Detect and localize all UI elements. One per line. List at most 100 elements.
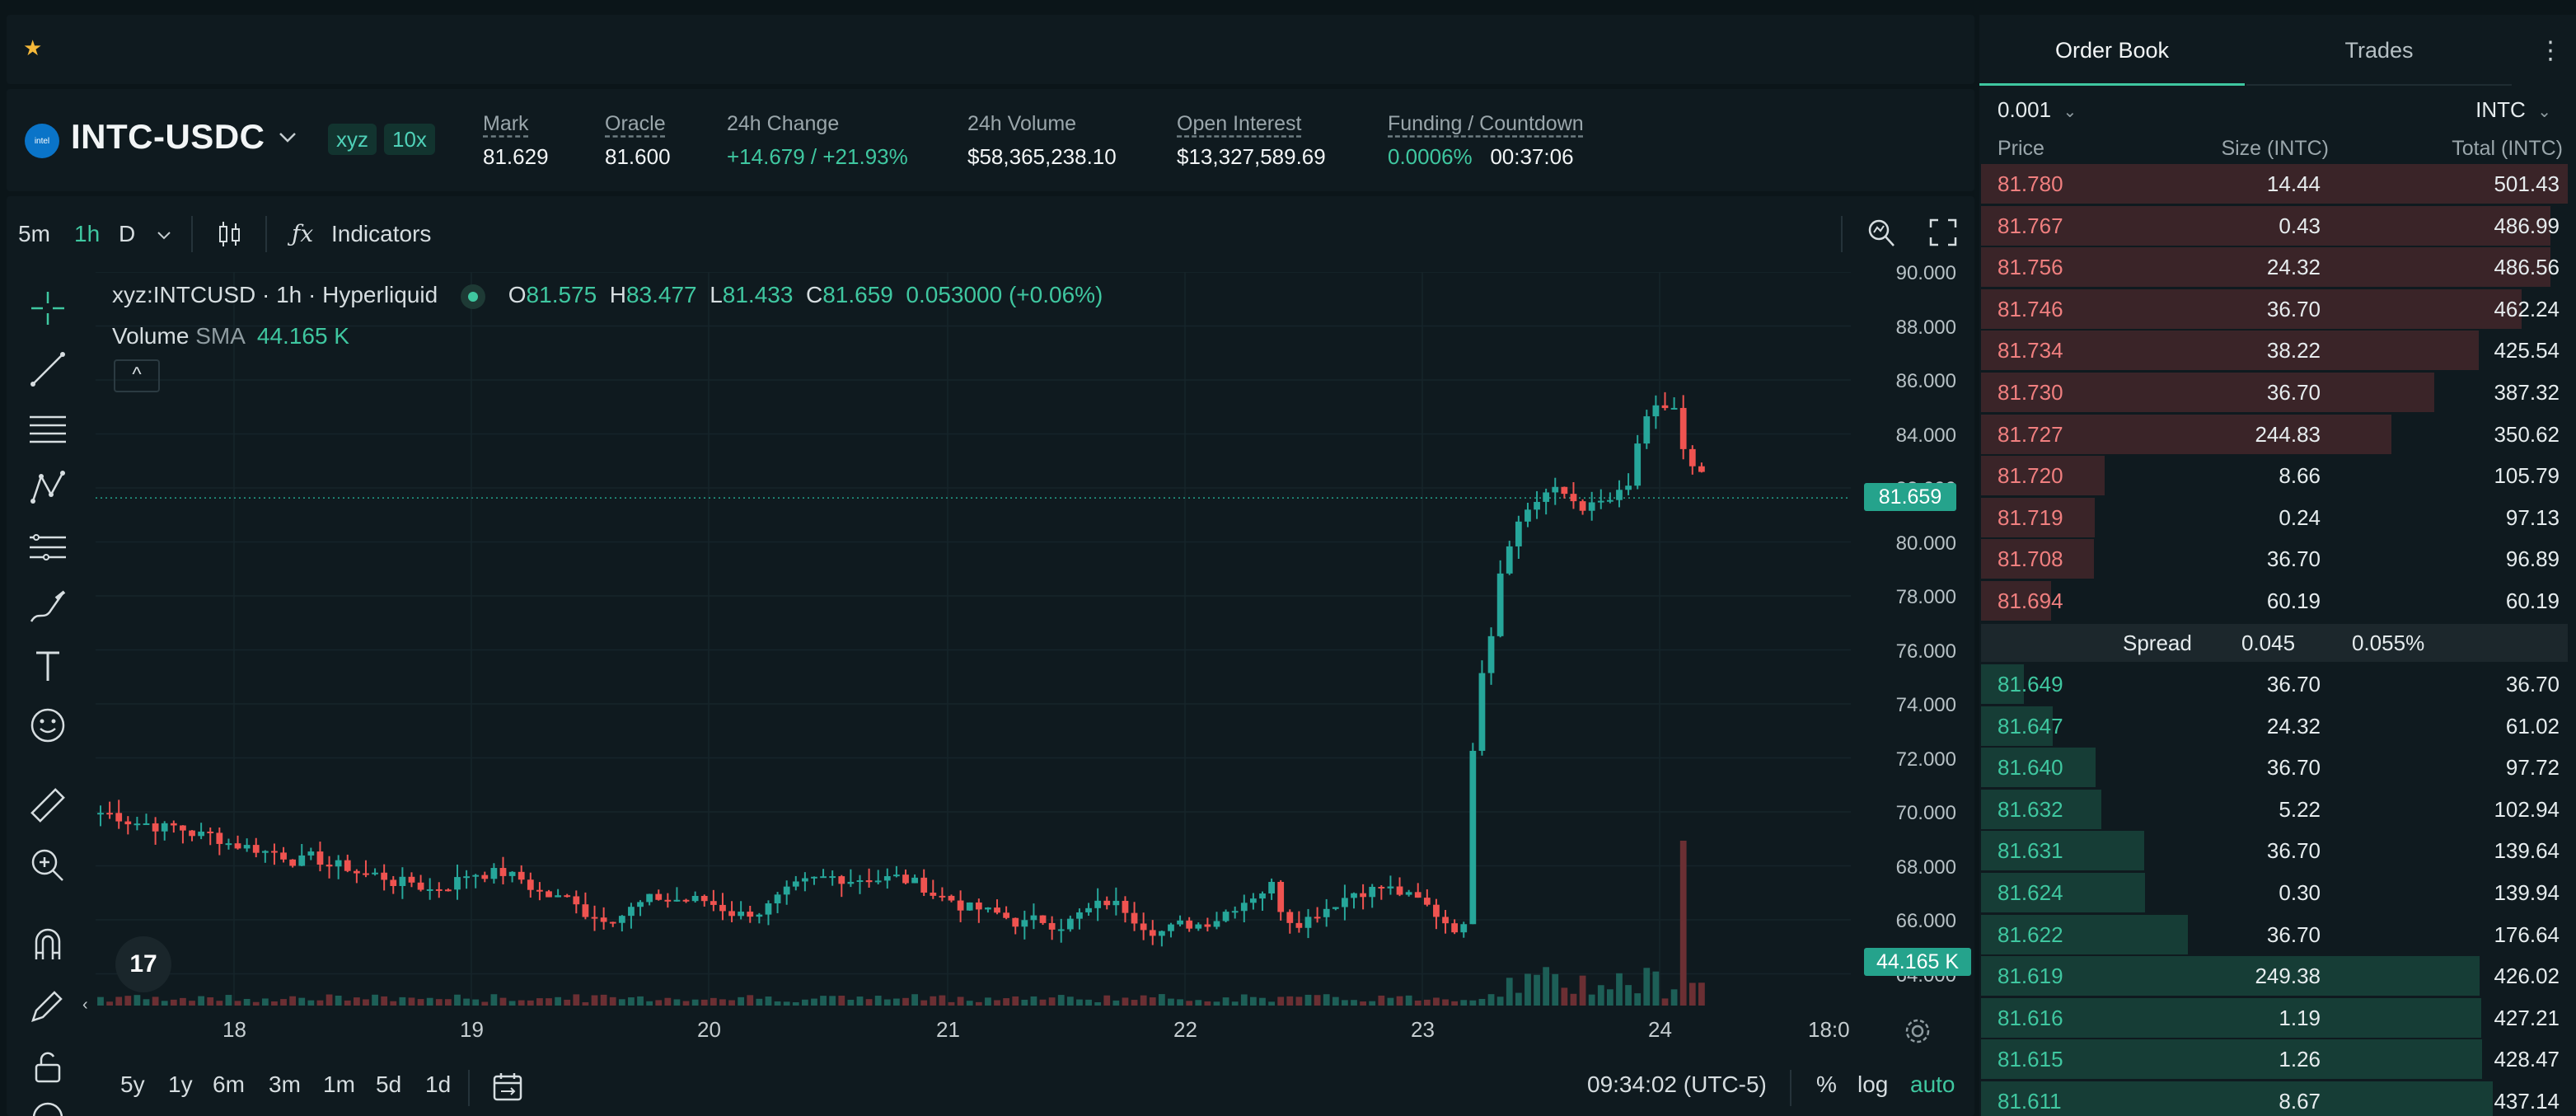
eye-icon[interactable] [26, 1096, 69, 1116]
volume-bar [252, 1001, 260, 1006]
zoom-chart-icon[interactable] [1866, 216, 1897, 249]
zoom-in-icon[interactable] [26, 844, 69, 887]
chevron-down-icon[interactable] [275, 125, 300, 150]
pair-title[interactable]: INTC-USDC [71, 117, 265, 156]
text-tool-icon[interactable] [26, 645, 69, 687]
ask-row[interactable]: 81.767 0.43 486.99 [1981, 205, 2568, 247]
fullscreen-icon[interactable] [1928, 218, 1958, 247]
price-chart[interactable] [96, 272, 1851, 1006]
candle [811, 876, 817, 879]
brush-icon[interactable] [26, 585, 69, 628]
log-scale-toggle[interactable]: log [1857, 1071, 1889, 1097]
volume-bar [152, 996, 159, 1006]
interval-1h[interactable]: 1h [74, 221, 101, 246]
order-price: 81.720 [1998, 463, 2063, 489]
interval-d[interactable]: D [119, 221, 136, 246]
time-axis[interactable]: 18 19 20 21 22 23 24 18:0 [96, 1006, 1851, 1055]
ruler-icon[interactable] [26, 785, 69, 828]
stat-funding: Funding / Countdown 0.0006% 00:37:06 [1388, 112, 1584, 170]
ask-row[interactable]: 81.730 36.70 387.32 [1981, 373, 2568, 414]
range-6m[interactable]: 6m [213, 1071, 245, 1097]
stat-label[interactable]: Oracle [605, 112, 666, 135]
header-total: Total (INTC) [2452, 137, 2563, 160]
bid-row[interactable]: 81.616 1.19 427.21 [1981, 997, 2568, 1039]
tick-size-select[interactable]: 0.001 ⌄ [1998, 97, 2077, 123]
bid-row[interactable]: 81.647 24.32 61.02 [1981, 706, 2568, 748]
bid-row[interactable]: 81.622 36.70 176.64 [1981, 914, 2568, 956]
star-icon[interactable]: ★ [23, 35, 43, 60]
ask-row[interactable]: 81.780 14.44 501.43 [1981, 164, 2568, 205]
tab-trades[interactable]: Trades [2246, 15, 2512, 86]
bid-row[interactable]: 81.632 5.22 102.94 [1981, 789, 2568, 831]
bid-row[interactable]: 81.615 1.26 428.47 [1981, 1039, 2568, 1081]
candle [948, 895, 955, 901]
stat-label[interactable]: Funding / Countdown [1388, 112, 1584, 135]
crosshair-icon[interactable] [26, 287, 69, 330]
ask-row[interactable]: 81.746 36.70 462.24 [1981, 288, 2568, 331]
candle [490, 868, 498, 879]
candles-icon[interactable] [216, 219, 244, 249]
ask-row[interactable]: 81.719 0.24 97.13 [1981, 497, 2568, 539]
ask-row[interactable]: 81.694 60.19 60.19 [1981, 581, 2568, 622]
price-axis[interactable]: 90.00088.00086.00084.00082.00080.00078.0… [1854, 262, 1974, 1006]
candle [97, 813, 104, 815]
range-3m[interactable]: 3m [269, 1071, 301, 1097]
auto-scale-toggle[interactable]: auto [1910, 1071, 1955, 1097]
order-price: 81.649 [1998, 672, 2063, 696]
collapse-legend-button[interactable]: ^ [114, 359, 160, 392]
emoji-icon[interactable] [26, 704, 69, 747]
candle [1168, 924, 1174, 931]
order-total: 102.94 [2494, 796, 2560, 822]
volume-bar [582, 1001, 589, 1006]
gear-icon[interactable] [1904, 1017, 1932, 1045]
stat-label[interactable]: Open Interest [1177, 112, 1302, 135]
bid-row[interactable]: 81.649 36.70 36.70 [1981, 664, 2568, 706]
indicators-button[interactable]: Indicators [331, 221, 432, 246]
interval-dropdown-icon[interactable] [155, 226, 173, 244]
ask-row[interactable]: 81.756 24.32 486.56 [1981, 247, 2568, 288]
range-1d[interactable]: 1d [425, 1071, 452, 1097]
stat-label[interactable]: Mark [483, 112, 529, 135]
range-5d[interactable]: 5d [376, 1071, 402, 1097]
calendar-range-icon[interactable] [491, 1071, 524, 1103]
price-axis-label: 80.000 [1895, 532, 1956, 555]
lock-icon[interactable] [26, 1045, 69, 1088]
volume-bar [985, 997, 991, 1006]
ask-row[interactable]: 81.727 244.83 350.62 [1981, 414, 2568, 456]
more-vertical-icon[interactable]: ⋮ [2538, 37, 2563, 64]
function-icon[interactable]: ƒx [292, 220, 314, 247]
fib-levels-icon[interactable] [26, 526, 69, 569]
order-price: 81.632 [1998, 796, 2063, 822]
bid-row[interactable]: 81.640 36.70 97.72 [1981, 748, 2568, 789]
pattern-icon[interactable] [26, 467, 69, 509]
chart-clock[interactable]: 09:34:02 (UTC-5) [1587, 1071, 1767, 1097]
volume-bar [1003, 998, 1010, 1006]
tab-order-book[interactable]: Order Book [1979, 15, 2245, 86]
candle [133, 823, 141, 826]
tradingview-logo[interactable]: 17 [115, 936, 171, 992]
volume-bar [738, 996, 745, 1006]
candle [609, 921, 616, 924]
percent-scale-toggle[interactable]: % [1816, 1071, 1837, 1097]
order-price: 81.746 [1998, 296, 2063, 321]
range-1y[interactable]: 1y [168, 1071, 193, 1097]
interval-5m[interactable]: 5m [18, 221, 50, 246]
magnet-icon[interactable] [26, 923, 69, 966]
bid-row[interactable]: 81.611 8.67 437.14 [1981, 1081, 2568, 1116]
chevron-left-icon[interactable]: ‹ [82, 996, 88, 1014]
ask-row[interactable]: 81.708 36.70 96.89 [1981, 539, 2568, 580]
bid-row[interactable]: 81.624 0.30 139.94 [1981, 873, 2568, 914]
volume-bar [234, 1001, 241, 1006]
bid-row[interactable]: 81.631 36.70 139.64 [1981, 831, 2568, 872]
trend-line-icon[interactable] [26, 348, 69, 391]
legend-change: 0.053000 (+0.06%) [906, 282, 1103, 307]
ask-row[interactable]: 81.720 8.66 105.79 [1981, 456, 2568, 497]
range-1m[interactable]: 1m [323, 1071, 355, 1097]
bid-row[interactable]: 81.619 249.38 426.02 [1981, 956, 2568, 997]
volume-bar [518, 1000, 525, 1006]
horizontal-lines-icon[interactable] [26, 407, 69, 450]
range-5y[interactable]: 5y [120, 1071, 145, 1097]
unit-select[interactable]: INTC ⌄ [2475, 97, 2551, 123]
ask-row[interactable]: 81.734 38.22 425.54 [1981, 331, 2568, 372]
pencil-lock-icon[interactable] [26, 984, 69, 1027]
